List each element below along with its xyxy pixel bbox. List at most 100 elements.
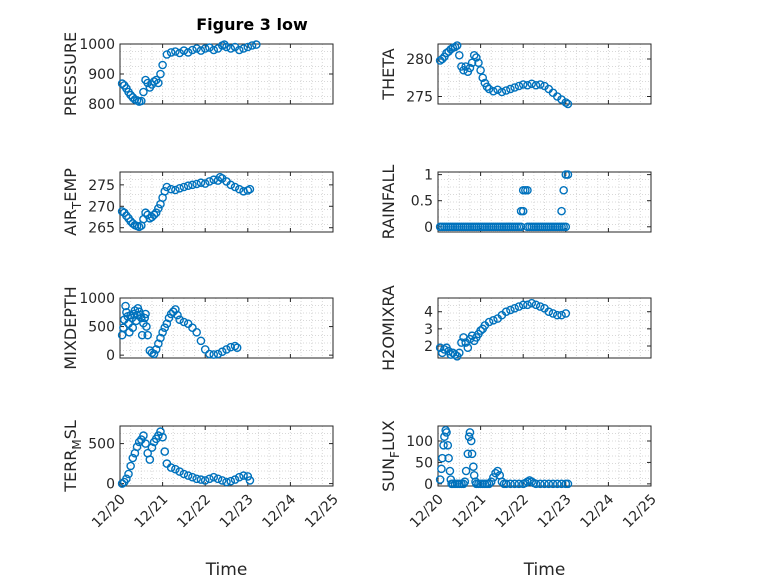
data-point <box>501 86 511 95</box>
subplot-7: 0 50 100 12/20 12/21 12/22 12/23 12/24 12/25 SUNF… <box>379 420 660 580</box>
data-point <box>217 476 227 485</box>
data-point <box>166 184 176 194</box>
data-point <box>156 333 165 343</box>
data-point <box>128 323 138 333</box>
data-point <box>137 330 147 340</box>
data-point <box>557 206 566 216</box>
data-point <box>141 208 150 218</box>
y-tick-label: 1000 <box>79 291 115 307</box>
data-point <box>136 96 146 106</box>
data-point <box>209 45 219 55</box>
data-point <box>234 45 244 55</box>
data-point <box>179 46 189 55</box>
data-point <box>465 63 475 73</box>
y-tick-label: 4 <box>424 305 433 321</box>
data-point <box>128 219 138 228</box>
data-point <box>226 44 236 53</box>
data-point <box>563 170 573 179</box>
y-tick-label: 3 <box>424 322 433 338</box>
data-point <box>141 439 150 448</box>
data-point <box>243 42 253 52</box>
data-point <box>166 48 176 57</box>
y-tick-label: 500 <box>88 320 115 336</box>
data-point <box>154 339 163 349</box>
y-tick-label: 1000 <box>79 37 115 53</box>
y-tick-label: 0.5 <box>411 194 433 210</box>
data-point <box>175 467 184 476</box>
data-point <box>143 330 152 340</box>
data-point <box>171 185 180 195</box>
data-point <box>149 77 159 86</box>
y-tick-label: 2 <box>424 339 433 355</box>
data-point <box>183 471 193 480</box>
x-axis-label: Time <box>523 560 566 580</box>
data-point <box>175 183 184 193</box>
data-point <box>200 44 210 53</box>
data-point <box>196 475 206 484</box>
data-point <box>548 309 558 318</box>
data-point <box>200 476 210 485</box>
y-tick-label: 100 <box>406 434 433 450</box>
x-tick-label: 12/23 <box>217 492 257 532</box>
data-point <box>501 307 511 317</box>
y-tick-label: 0 <box>424 477 433 493</box>
data-point <box>527 298 537 308</box>
data-point <box>226 476 236 486</box>
data-point <box>205 474 214 484</box>
data-point <box>205 177 214 186</box>
data-point <box>188 472 197 482</box>
y-tick-label: 275 <box>88 178 115 194</box>
data-point <box>122 307 131 317</box>
data-point <box>561 222 571 232</box>
data-point <box>139 431 148 440</box>
data-point <box>196 336 206 346</box>
data-point <box>464 432 474 442</box>
data-point <box>523 185 532 195</box>
data-point <box>531 300 541 310</box>
data-point <box>561 98 571 107</box>
data-point <box>523 80 532 90</box>
data-point <box>166 463 176 472</box>
data-point <box>175 315 184 325</box>
axes-box <box>437 171 652 233</box>
data-point <box>192 179 201 189</box>
y-axis-label: H2OMIXRA <box>379 285 398 371</box>
data-point <box>117 79 127 88</box>
data-point <box>478 73 488 83</box>
data-point <box>141 309 150 319</box>
data-point <box>247 41 257 50</box>
data-point <box>179 317 189 327</box>
data-point <box>239 471 248 480</box>
y-tick-label: 50 <box>415 455 433 471</box>
data-point <box>559 185 568 195</box>
data-point <box>179 469 189 479</box>
data-point <box>523 300 532 310</box>
data-point <box>147 212 157 222</box>
data-point <box>128 453 138 463</box>
data-point <box>510 479 519 489</box>
data-point <box>149 210 159 220</box>
data-point <box>501 479 511 489</box>
data-point <box>454 348 464 358</box>
data-point <box>117 479 127 488</box>
x-tick-label: 12/20 <box>407 492 447 532</box>
y-tick-label: 280 <box>406 52 433 68</box>
data-point <box>217 347 227 357</box>
y-tick-label: 275 <box>406 90 433 106</box>
data-point <box>454 50 464 60</box>
data-point <box>484 317 494 327</box>
data-point <box>510 303 519 313</box>
x-tick-label: 12/23 <box>535 492 575 532</box>
data-point <box>122 211 131 221</box>
data-point <box>154 204 163 213</box>
data-point <box>466 436 476 446</box>
data-point <box>239 44 248 53</box>
y-tick-label: 900 <box>88 67 115 83</box>
data-point <box>514 81 524 91</box>
data-point <box>486 477 496 487</box>
y-axis-label: AIRTEMP <box>61 168 84 236</box>
data-point <box>497 87 507 97</box>
data-point <box>557 479 566 489</box>
data-point <box>151 345 161 354</box>
y-tick-label: 500 <box>88 437 115 453</box>
